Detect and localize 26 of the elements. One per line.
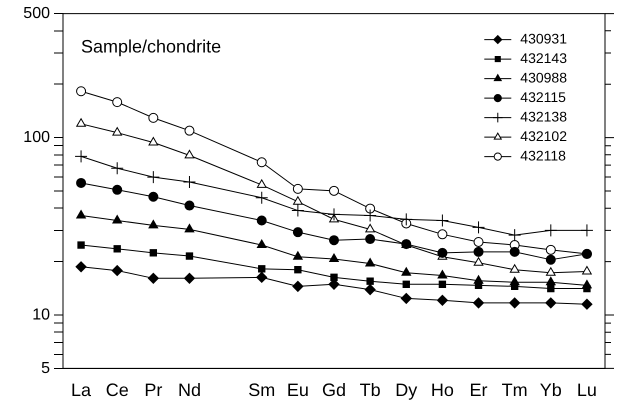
x-tick-label: Ce: [106, 380, 129, 400]
x-tick-label: Tm: [502, 380, 528, 400]
y-tick-label: 5: [41, 360, 50, 377]
legend-label: 430931: [520, 30, 568, 46]
x-tick-label: La: [71, 380, 92, 400]
y-tick-label: 100: [23, 129, 50, 146]
x-tick-label: Gd: [322, 380, 346, 400]
x-tick-label: Sm: [248, 380, 276, 400]
x-tick-label: Er: [470, 380, 488, 400]
x-tick-label: Yb: [540, 380, 562, 400]
x-tick-label: Pr: [144, 380, 162, 400]
x-tick-label: Nd: [178, 380, 201, 400]
legend-label: 432118: [520, 147, 566, 164]
y-tick-label: 10: [32, 306, 50, 324]
x-tick-label: Dy: [395, 380, 418, 400]
x-tick-label: Eu: [286, 380, 309, 400]
x-tick-label: Ho: [430, 380, 454, 400]
y-tick-label: 500: [23, 5, 50, 22]
legend-label: 432138: [520, 108, 568, 124]
x-tick-label: Lu: [576, 380, 597, 400]
x-tick-label: Tb: [360, 380, 381, 400]
y-axis-title: Sample/chondrite: [81, 36, 222, 57]
legend-label: 432102: [520, 128, 568, 144]
legend-label: 432115: [520, 88, 566, 105]
legend-label: 430988: [520, 69, 568, 86]
legend-label: 432143: [520, 50, 568, 66]
